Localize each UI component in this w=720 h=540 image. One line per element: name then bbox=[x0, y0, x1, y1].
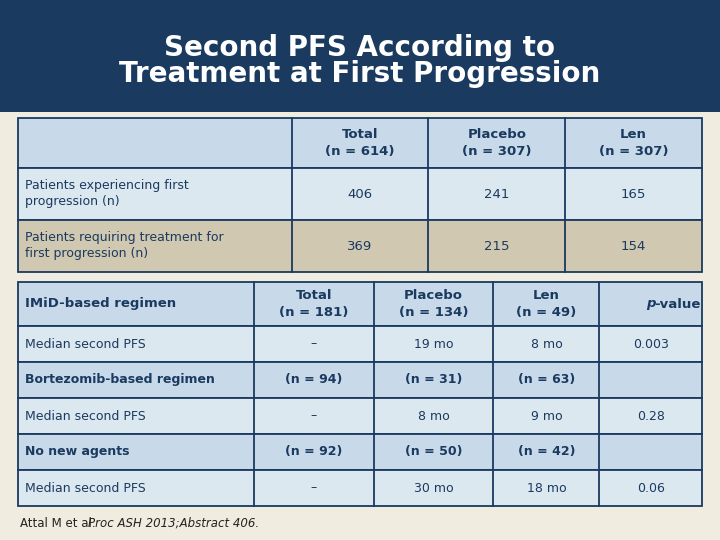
Text: 241: 241 bbox=[484, 187, 510, 200]
Text: Patients experiencing first
progression (n): Patients experiencing first progression … bbox=[25, 179, 189, 208]
Text: 0.28: 0.28 bbox=[636, 409, 665, 422]
Text: -value: -value bbox=[654, 298, 701, 310]
Bar bbox=[18, 326, 702, 362]
Text: 9 mo: 9 mo bbox=[531, 409, 562, 422]
Text: 154: 154 bbox=[621, 240, 647, 253]
Text: –: – bbox=[311, 409, 317, 422]
Bar bbox=[18, 470, 702, 506]
Text: Bortezomib-based regimen: Bortezomib-based regimen bbox=[25, 374, 215, 387]
Text: 0.003: 0.003 bbox=[633, 338, 669, 350]
Text: 18 mo: 18 mo bbox=[526, 482, 566, 495]
Text: (n = 50): (n = 50) bbox=[405, 446, 462, 458]
Text: Median second PFS: Median second PFS bbox=[25, 338, 145, 350]
Bar bbox=[0, 0, 720, 112]
Text: 8 mo: 8 mo bbox=[531, 338, 562, 350]
Bar bbox=[18, 398, 702, 434]
Bar bbox=[18, 434, 702, 470]
Text: Len
(n = 307): Len (n = 307) bbox=[599, 128, 668, 158]
Text: –: – bbox=[311, 338, 317, 350]
Text: Placebo
(n = 134): Placebo (n = 134) bbox=[399, 289, 468, 319]
Text: 406: 406 bbox=[348, 187, 372, 200]
Text: Second PFS According to: Second PFS According to bbox=[164, 34, 556, 62]
Text: No new agents: No new agents bbox=[25, 446, 130, 458]
Text: 30 mo: 30 mo bbox=[414, 482, 454, 495]
Text: Median second PFS: Median second PFS bbox=[25, 482, 145, 495]
Bar bbox=[18, 362, 702, 398]
Text: (n = 42): (n = 42) bbox=[518, 446, 575, 458]
Text: 369: 369 bbox=[347, 240, 373, 253]
Text: (n = 92): (n = 92) bbox=[285, 446, 343, 458]
Bar bbox=[18, 118, 702, 168]
Text: Patients requiring treatment for
first progression (n): Patients requiring treatment for first p… bbox=[25, 232, 224, 260]
Text: (n = 94): (n = 94) bbox=[285, 374, 343, 387]
Text: Treatment at First Progression: Treatment at First Progression bbox=[120, 60, 600, 88]
Text: –: – bbox=[311, 482, 317, 495]
Text: 8 mo: 8 mo bbox=[418, 409, 449, 422]
Text: Median second PFS: Median second PFS bbox=[25, 409, 145, 422]
Text: 165: 165 bbox=[621, 187, 647, 200]
Text: 0.06: 0.06 bbox=[636, 482, 665, 495]
Text: (n = 63): (n = 63) bbox=[518, 374, 575, 387]
Bar bbox=[18, 220, 702, 272]
Text: 215: 215 bbox=[484, 240, 510, 253]
Text: IMiD-based regimen: IMiD-based regimen bbox=[25, 298, 176, 310]
Text: Attal M et al.: Attal M et al. bbox=[20, 517, 99, 530]
Text: Len
(n = 49): Len (n = 49) bbox=[516, 289, 577, 319]
Text: p: p bbox=[646, 298, 655, 310]
Text: Total
(n = 614): Total (n = 614) bbox=[325, 128, 395, 158]
Text: (n = 31): (n = 31) bbox=[405, 374, 462, 387]
Text: Proc ASH 2013;Abstract 406.: Proc ASH 2013;Abstract 406. bbox=[88, 517, 259, 530]
Text: Total
(n = 181): Total (n = 181) bbox=[279, 289, 348, 319]
Text: 19 mo: 19 mo bbox=[414, 338, 454, 350]
Text: Placebo
(n = 307): Placebo (n = 307) bbox=[462, 128, 531, 158]
Bar bbox=[18, 168, 702, 220]
Bar bbox=[18, 282, 702, 326]
